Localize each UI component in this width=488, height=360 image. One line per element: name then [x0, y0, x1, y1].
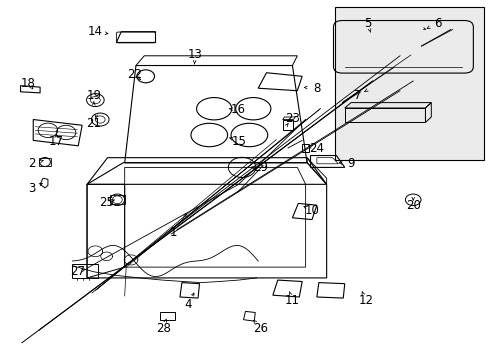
Text: 18: 18 [21, 77, 36, 90]
Text: 6: 6 [433, 17, 441, 30]
Text: 8: 8 [312, 82, 320, 95]
Text: 20: 20 [405, 199, 420, 212]
Text: 7: 7 [353, 89, 361, 102]
Text: 21: 21 [86, 117, 101, 130]
Text: 28: 28 [156, 322, 171, 335]
Bar [334, 7, 483, 160]
Text: 29: 29 [252, 161, 267, 174]
Text: 26: 26 [252, 322, 267, 335]
Bar [110, 195, 124, 204]
Text: 19: 19 [86, 89, 101, 102]
Text: 10: 10 [304, 204, 319, 217]
Text: 3: 3 [28, 183, 36, 195]
Text: 4: 4 [184, 298, 192, 311]
Text: 23: 23 [285, 112, 299, 125]
Text: 14: 14 [88, 25, 102, 38]
Text: 13: 13 [187, 48, 202, 61]
Text: 12: 12 [358, 294, 372, 307]
Text: 1: 1 [169, 226, 177, 239]
Bar [160, 312, 175, 320]
Bar [72, 264, 98, 278]
Text: 25: 25 [99, 196, 114, 209]
Text: 22: 22 [127, 68, 142, 81]
Text: 17: 17 [49, 135, 63, 148]
Text: 16: 16 [231, 103, 245, 116]
Text: 9: 9 [346, 157, 354, 170]
Text: 24: 24 [309, 142, 324, 155]
Text: 5: 5 [363, 17, 371, 30]
Text: 2: 2 [28, 157, 36, 170]
Text: 15: 15 [231, 135, 245, 148]
Text: 27: 27 [70, 265, 84, 278]
Text: 11: 11 [285, 294, 299, 307]
